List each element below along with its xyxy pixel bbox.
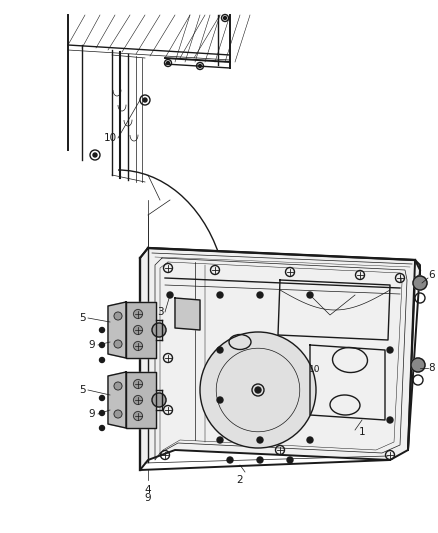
- Circle shape: [99, 410, 105, 416]
- Circle shape: [217, 397, 223, 403]
- Text: 9: 9: [88, 409, 95, 419]
- Circle shape: [99, 358, 105, 362]
- Text: 5: 5: [79, 313, 85, 323]
- Circle shape: [287, 457, 293, 463]
- Text: 9: 9: [88, 340, 95, 350]
- Text: 5: 5: [79, 385, 85, 395]
- Circle shape: [387, 347, 393, 353]
- Circle shape: [217, 437, 223, 443]
- Circle shape: [223, 17, 226, 20]
- Circle shape: [114, 382, 122, 390]
- Text: 8: 8: [429, 363, 435, 373]
- Text: 10: 10: [103, 133, 117, 143]
- Polygon shape: [140, 248, 420, 470]
- Circle shape: [99, 395, 105, 400]
- Text: 9: 9: [145, 493, 151, 503]
- Circle shape: [257, 437, 263, 443]
- Circle shape: [134, 395, 142, 405]
- Polygon shape: [108, 302, 126, 358]
- Polygon shape: [126, 372, 156, 428]
- Circle shape: [217, 292, 223, 298]
- Circle shape: [134, 326, 142, 335]
- Circle shape: [257, 292, 263, 298]
- Circle shape: [134, 379, 142, 389]
- Circle shape: [134, 411, 142, 421]
- Circle shape: [114, 340, 122, 348]
- Circle shape: [152, 323, 166, 337]
- Circle shape: [307, 437, 313, 443]
- Circle shape: [134, 310, 142, 319]
- Circle shape: [255, 387, 261, 393]
- Circle shape: [99, 425, 105, 431]
- Text: 6: 6: [429, 270, 435, 280]
- Circle shape: [166, 61, 170, 64]
- Circle shape: [387, 417, 393, 423]
- Circle shape: [114, 410, 122, 418]
- Text: 2: 2: [237, 475, 244, 485]
- Text: 3: 3: [157, 307, 163, 317]
- Circle shape: [307, 292, 313, 298]
- Text: 4: 4: [145, 485, 151, 495]
- Polygon shape: [126, 302, 156, 358]
- Circle shape: [93, 153, 97, 157]
- Text: 10: 10: [309, 366, 321, 375]
- Circle shape: [257, 457, 263, 463]
- Circle shape: [99, 343, 105, 348]
- Circle shape: [152, 393, 166, 407]
- Circle shape: [114, 312, 122, 320]
- Circle shape: [227, 457, 233, 463]
- Circle shape: [413, 276, 427, 290]
- Circle shape: [167, 292, 173, 298]
- Circle shape: [198, 64, 201, 68]
- Circle shape: [200, 332, 316, 448]
- Circle shape: [99, 327, 105, 333]
- Polygon shape: [175, 298, 200, 330]
- Circle shape: [411, 358, 425, 372]
- Circle shape: [143, 98, 147, 102]
- Circle shape: [217, 347, 223, 353]
- Polygon shape: [108, 372, 126, 428]
- Text: 1: 1: [359, 427, 365, 437]
- Circle shape: [134, 342, 142, 351]
